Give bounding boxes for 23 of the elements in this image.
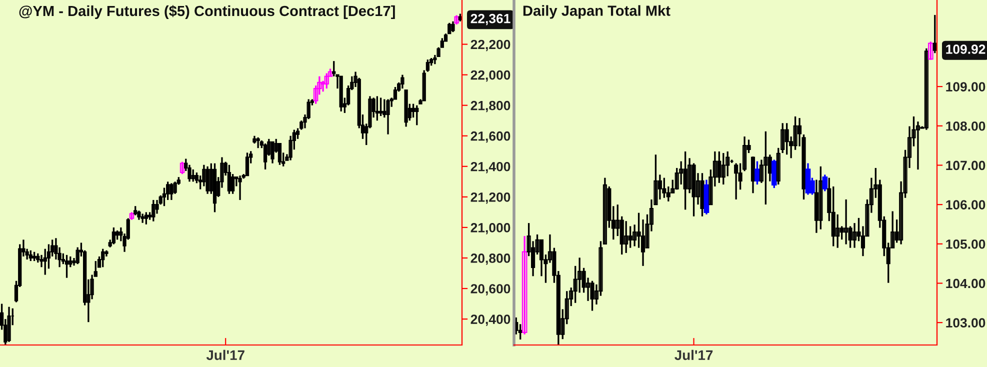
y-tick-label: 20,400 xyxy=(470,314,510,326)
y-tick-label: 21,800 xyxy=(470,100,510,112)
y-tick-label: 20,800 xyxy=(470,254,510,265)
y-tick-label: 22,200 xyxy=(470,40,510,52)
chart-title: Daily Japan Total Mkt xyxy=(523,5,670,19)
text: 22,361 xyxy=(470,14,510,26)
x-tick-label: Jul'17 xyxy=(674,350,713,360)
y-tick-label: 109.00 xyxy=(946,82,986,92)
y-tick-label: 105.00 xyxy=(946,239,986,249)
y-tick-label: 103.00 xyxy=(946,318,986,328)
text: 109.92 xyxy=(946,44,986,54)
y-tick-label: 21,400 xyxy=(470,162,510,174)
y-tick-label: 21,600 xyxy=(470,131,510,143)
y-tick-label: 106.00 xyxy=(946,200,986,210)
y-tick-label: 22,000 xyxy=(470,70,510,82)
y-tick-label: 20,600 xyxy=(470,284,510,296)
chart-title: @YM - Daily Futures ($5) Continuous Contract [Dec17] xyxy=(19,5,395,20)
y-tick-label: 108.00 xyxy=(946,121,986,131)
x-tick-label: Jul'17 xyxy=(206,350,244,360)
y-tick-label: 21,200 xyxy=(470,192,510,204)
y-tick-label: 107.00 xyxy=(946,160,986,170)
y-tick-label: 21,000 xyxy=(470,223,510,234)
y-tick-label: 104.00 xyxy=(946,278,986,288)
